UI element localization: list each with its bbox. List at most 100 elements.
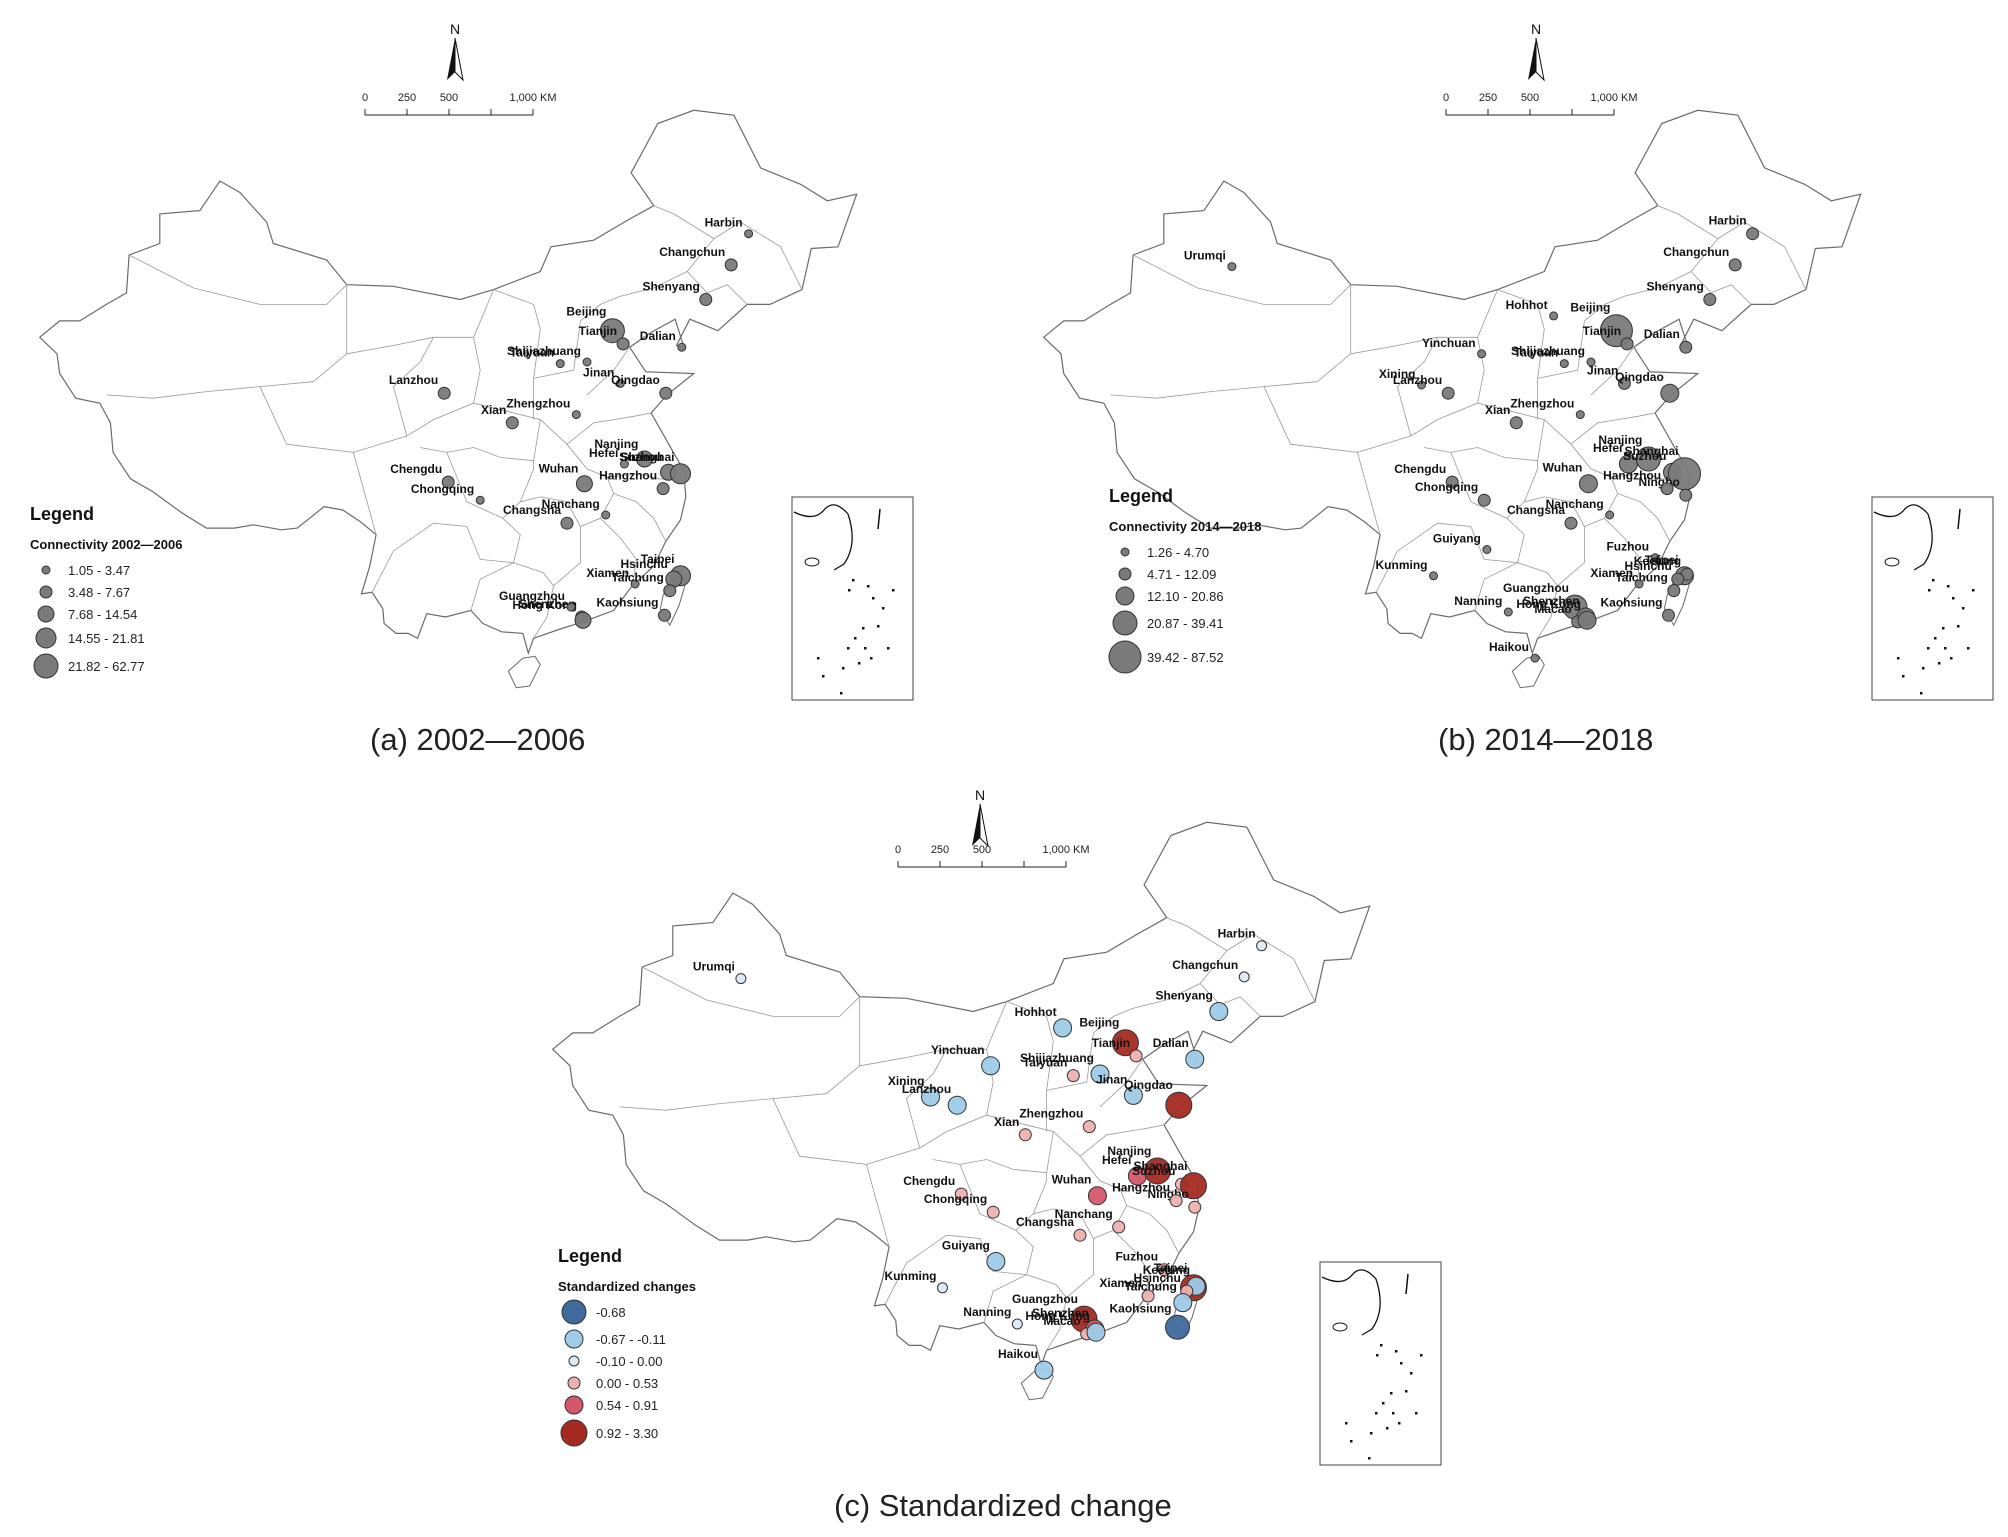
- city-marker[interactable]: [1087, 1186, 1107, 1206]
- city-marker[interactable]: [1169, 1194, 1183, 1208]
- city-marker[interactable]: [1086, 1322, 1106, 1342]
- city-marker[interactable]: [1141, 1289, 1155, 1303]
- city-marker[interactable]: [1477, 349, 1487, 359]
- city-marker[interactable]: [937, 1282, 948, 1294]
- city-marker[interactable]: [1660, 383, 1680, 403]
- city-marker[interactable]: [1503, 607, 1513, 617]
- city-marker[interactable]: [1011, 1318, 1023, 1330]
- city-marker[interactable]: [1564, 516, 1578, 530]
- city-marker[interactable]: [1586, 357, 1596, 367]
- city-marker[interactable]: [1662, 608, 1675, 622]
- city-marker[interactable]: [663, 584, 677, 598]
- city-marker[interactable]: [1728, 258, 1742, 272]
- city-marker[interactable]: [1073, 1228, 1087, 1242]
- city-marker[interactable]: [566, 602, 576, 612]
- city-marker[interactable]: [1227, 262, 1237, 272]
- city-marker[interactable]: [635, 450, 653, 468]
- city-marker[interactable]: [1429, 571, 1438, 581]
- city-marker[interactable]: [735, 973, 747, 985]
- city-marker[interactable]: [1660, 482, 1674, 496]
- city-marker[interactable]: [1671, 572, 1685, 586]
- city-marker[interactable]: [658, 608, 671, 622]
- city-marker[interactable]: [555, 359, 565, 369]
- city-marker[interactable]: [505, 416, 519, 430]
- city-marker[interactable]: [986, 1252, 1006, 1271]
- city-marker[interactable]: [615, 378, 625, 388]
- city-marker[interactable]: [1530, 653, 1540, 663]
- city-marker[interactable]: [1112, 1220, 1126, 1234]
- city-marker[interactable]: [1509, 416, 1523, 430]
- city-marker[interactable]: [574, 611, 592, 629]
- city-marker[interactable]: [1445, 475, 1459, 489]
- city-marker[interactable]: [560, 516, 574, 530]
- city-marker[interactable]: [616, 337, 630, 351]
- city-marker[interactable]: [1679, 340, 1693, 354]
- city-marker[interactable]: [1620, 337, 1634, 351]
- city-marker[interactable]: [677, 342, 687, 352]
- city-marker[interactable]: [744, 229, 754, 239]
- city-marker[interactable]: [1575, 410, 1585, 420]
- city-marker[interactable]: [1650, 553, 1660, 563]
- city-marker[interactable]: [437, 386, 451, 400]
- city-marker[interactable]: [947, 1095, 967, 1115]
- city-marker[interactable]: [1188, 1200, 1202, 1214]
- city-marker[interactable]: [1477, 493, 1491, 507]
- city-marker[interactable]: [1679, 488, 1693, 502]
- city-marker[interactable]: [1129, 1049, 1143, 1063]
- city-marker[interactable]: [954, 1187, 968, 1201]
- city-marker[interactable]: [599, 318, 625, 344]
- city-marker[interactable]: [1703, 293, 1717, 306]
- city-label: Suzhou: [1132, 1164, 1175, 1178]
- city-marker[interactable]: [1482, 545, 1492, 554]
- city-marker[interactable]: [1605, 510, 1615, 520]
- city-marker[interactable]: [1634, 579, 1644, 589]
- city-marker[interactable]: [1185, 1049, 1205, 1069]
- city-marker[interactable]: [1635, 446, 1661, 472]
- city-marker[interactable]: [1441, 386, 1455, 400]
- city-marker[interactable]: [981, 1056, 1001, 1076]
- city-marker[interactable]: [1018, 1128, 1032, 1142]
- city-marker[interactable]: [921, 1087, 940, 1107]
- city-marker[interactable]: [1667, 584, 1681, 598]
- city-marker[interactable]: [1549, 311, 1559, 321]
- city-marker[interactable]: [670, 463, 691, 485]
- city-marker[interactable]: [1256, 940, 1268, 952]
- city-marker[interactable]: [659, 386, 673, 400]
- city-marker[interactable]: [475, 495, 485, 505]
- city-marker[interactable]: [1143, 1157, 1171, 1185]
- city-marker[interactable]: [1123, 1085, 1143, 1105]
- city-marker[interactable]: [630, 579, 640, 589]
- city-marker[interactable]: [1617, 376, 1631, 390]
- city-marker[interactable]: [601, 510, 611, 520]
- city-marker[interactable]: [699, 293, 713, 306]
- city-marker[interactable]: [575, 475, 593, 493]
- city-marker[interactable]: [441, 475, 455, 489]
- city-marker[interactable]: [582, 357, 592, 367]
- hainan-island: [507, 655, 541, 689]
- city-marker[interactable]: [1157, 1263, 1171, 1277]
- city-marker[interactable]: [1053, 1018, 1073, 1038]
- city-marker[interactable]: [619, 459, 629, 469]
- city-marker[interactable]: [724, 258, 738, 272]
- city-marker[interactable]: [1082, 1120, 1096, 1134]
- city-marker[interactable]: [571, 410, 581, 420]
- city-marker[interactable]: [1034, 1360, 1054, 1380]
- city-marker[interactable]: [1066, 1069, 1080, 1083]
- city-marker[interactable]: [1578, 474, 1598, 494]
- city-marker[interactable]: [986, 1205, 1000, 1219]
- city-marker[interactable]: [1417, 380, 1426, 390]
- city-marker[interactable]: [656, 482, 670, 496]
- city-marker[interactable]: [1559, 359, 1569, 369]
- city-marker[interactable]: [1180, 1172, 1207, 1200]
- city-marker[interactable]: [1111, 1029, 1139, 1057]
- inset-island: [1934, 637, 1937, 640]
- inset-island: [1957, 625, 1960, 628]
- city-marker[interactable]: [1746, 227, 1760, 241]
- city-marker[interactable]: [1577, 610, 1597, 630]
- city-marker[interactable]: [1173, 1293, 1193, 1313]
- city-marker[interactable]: [1090, 1064, 1110, 1084]
- city-marker[interactable]: [1165, 1091, 1193, 1119]
- city-marker[interactable]: [1238, 971, 1250, 983]
- city-marker[interactable]: [1165, 1314, 1190, 1340]
- city-marker[interactable]: [1209, 1002, 1229, 1021]
